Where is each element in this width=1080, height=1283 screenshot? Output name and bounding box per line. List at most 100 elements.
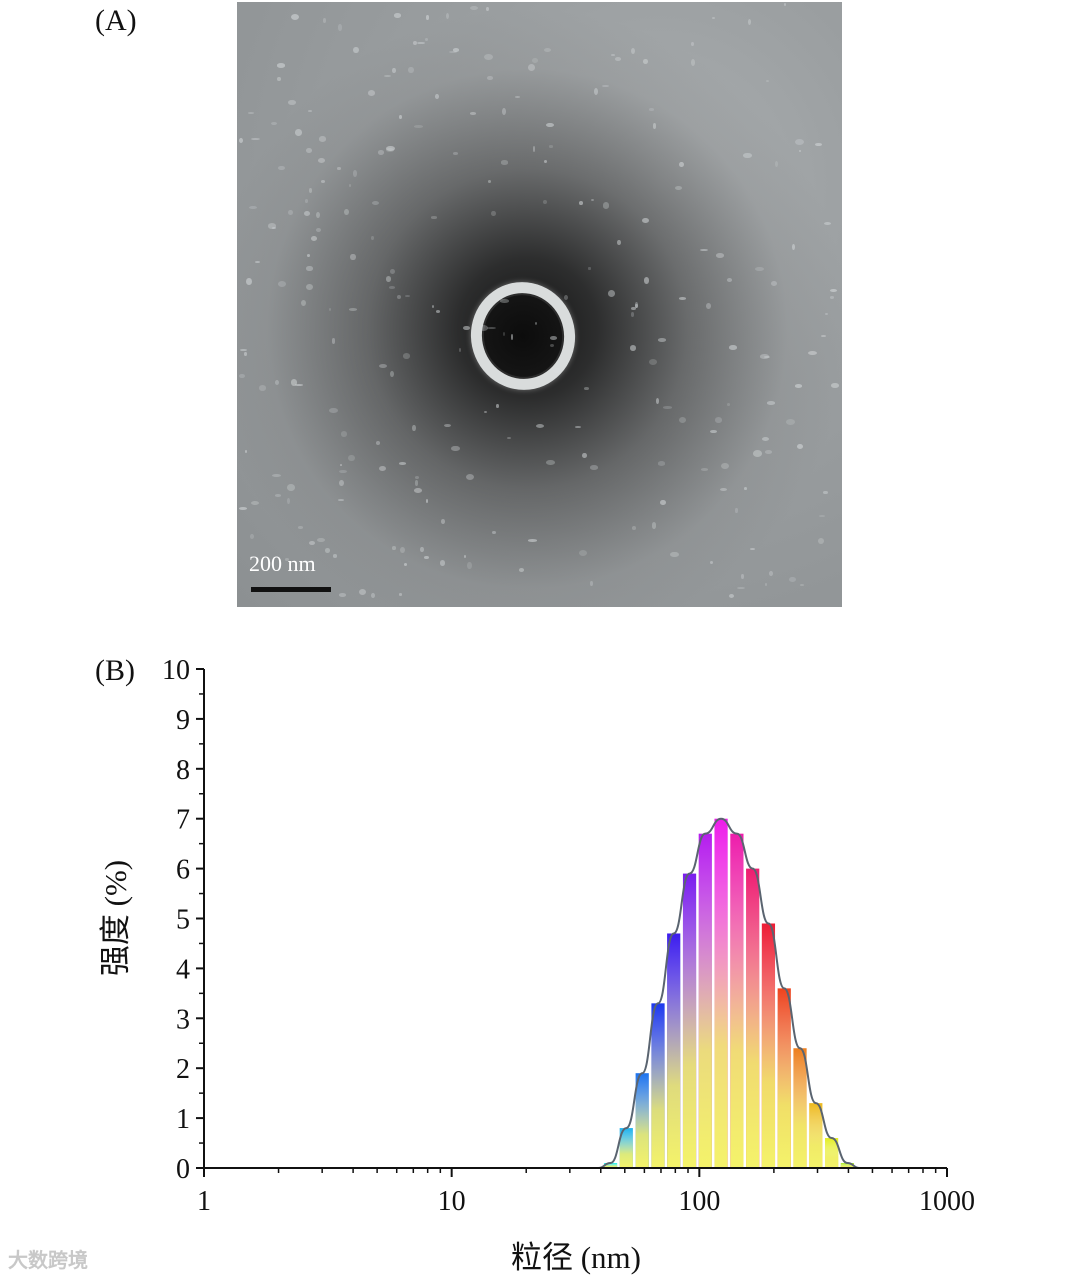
bar — [793, 1048, 807, 1168]
particle-speck — [402, 353, 411, 359]
bar — [682, 873, 697, 1168]
particle-speck — [250, 138, 260, 141]
particle-speck — [788, 576, 797, 583]
particle-speck — [766, 401, 776, 405]
particle-speck — [399, 461, 407, 465]
particle-speck — [690, 59, 695, 67]
particle-speck — [502, 331, 506, 337]
particle-speck — [795, 139, 805, 146]
particle-speck — [439, 560, 445, 566]
particle-speck — [451, 445, 460, 452]
particle-speck — [820, 334, 826, 338]
particle-speck — [721, 462, 729, 469]
particle-speck — [589, 580, 593, 587]
bar — [730, 833, 744, 1168]
particle-speck — [815, 143, 822, 147]
particle-speck — [359, 589, 367, 596]
particle-speck — [496, 404, 500, 408]
particle-speck — [630, 312, 634, 317]
particle-speck — [250, 500, 259, 505]
particle-speck — [651, 522, 657, 529]
particle-speck — [328, 307, 332, 312]
bar — [635, 1073, 649, 1168]
particle-speck — [769, 570, 773, 576]
particle-speck — [254, 260, 260, 263]
particle-speck — [582, 453, 587, 459]
particle-speck — [823, 490, 828, 495]
bar — [777, 988, 791, 1168]
particle-speck — [306, 148, 312, 154]
particle-speck — [243, 351, 247, 356]
particle-speck — [542, 200, 547, 205]
y-tick-label: 5 — [176, 905, 190, 936]
particle-speck — [301, 299, 307, 307]
particle-speck — [413, 40, 418, 46]
particle-speck — [594, 88, 599, 95]
particle-speck — [700, 248, 708, 251]
particle-speck — [648, 358, 657, 365]
particle-speck — [641, 217, 649, 223]
particle-speck — [321, 180, 326, 183]
particle-speck — [404, 294, 411, 298]
particle-speck — [634, 301, 639, 308]
particle-speck — [774, 160, 778, 167]
particle-speck — [679, 162, 685, 168]
bars-layer — [603, 818, 854, 1168]
particle-speck — [286, 497, 290, 505]
particle-speck — [329, 408, 339, 414]
particle-speck — [652, 122, 657, 129]
particle-speck — [294, 384, 304, 387]
particle-speck — [249, 533, 255, 540]
particle-speck — [575, 425, 581, 428]
particle-speck — [728, 345, 737, 350]
particle-speck — [304, 198, 308, 203]
particle-speck — [394, 13, 402, 18]
particle-speck — [490, 210, 496, 217]
particle-speck — [338, 24, 342, 31]
particle-speck — [578, 201, 584, 205]
particle-speck — [617, 239, 621, 246]
particle-speck — [417, 41, 425, 45]
particle-speck — [441, 519, 446, 525]
y-tick-label: 2 — [176, 1054, 190, 1085]
particle-speck — [317, 537, 326, 543]
particle-speck — [463, 325, 470, 331]
particle-speck — [786, 418, 795, 425]
particle-speck — [800, 583, 804, 587]
particle-speck — [741, 574, 744, 580]
particle-speck — [649, 108, 654, 111]
x-axis-title: 粒径 (nm) — [511, 1240, 641, 1275]
particle-speck — [765, 450, 773, 454]
particle-speck — [727, 278, 733, 282]
bar — [840, 1163, 854, 1168]
particle-speck — [338, 499, 344, 502]
panel-b-label: (B) — [95, 654, 135, 687]
particle-speck — [372, 201, 380, 206]
particle-speck — [239, 373, 245, 379]
particle-speck — [297, 526, 304, 530]
y-tick-label: 4 — [176, 954, 190, 985]
y-tick-label: 3 — [176, 1004, 190, 1035]
particle-speck — [412, 424, 416, 431]
particle-speck — [315, 227, 322, 233]
particle-speck — [316, 212, 320, 219]
bar — [824, 1138, 839, 1168]
particle-speck — [607, 289, 615, 297]
particle-speck — [376, 441, 380, 446]
bar — [603, 1163, 618, 1168]
particle-speck — [502, 108, 507, 115]
particle-speck — [398, 593, 403, 596]
particle-speck — [414, 125, 423, 128]
bar — [619, 1128, 633, 1168]
particle-speck — [760, 354, 770, 359]
particle-speck — [674, 186, 682, 191]
particle-speck — [735, 507, 738, 513]
particle-speck — [238, 506, 247, 510]
particle-speck — [277, 63, 286, 68]
particle-speck — [290, 14, 299, 21]
particle-speck — [818, 514, 826, 518]
y-tick-label: 0 — [176, 1154, 190, 1185]
particle-speck — [579, 550, 587, 556]
